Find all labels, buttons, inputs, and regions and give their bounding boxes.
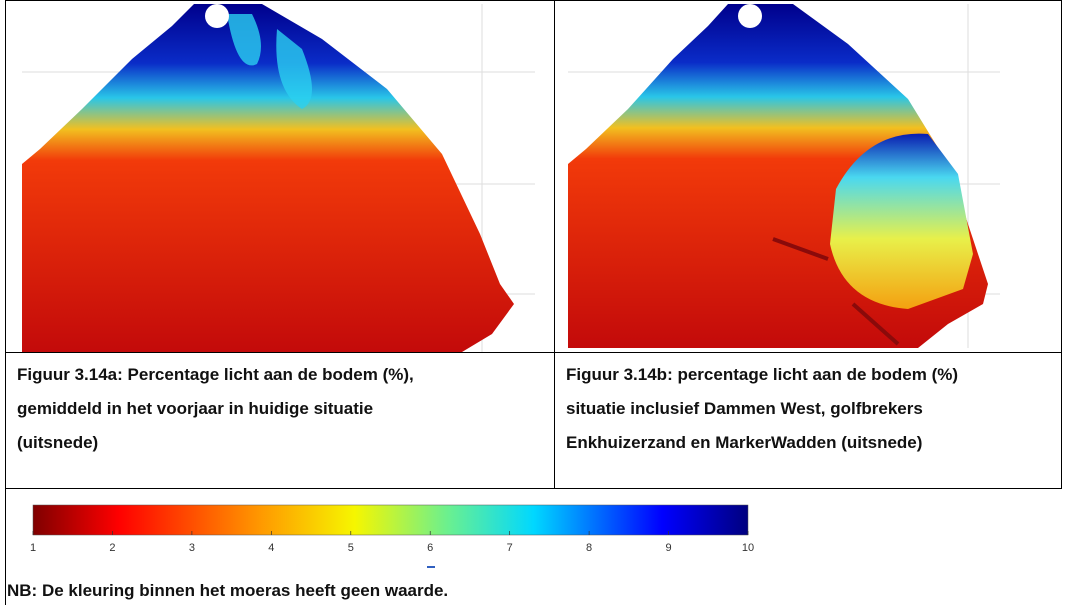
colorbar-tick-label: 7: [507, 542, 513, 554]
border: [554, 0, 555, 488]
caption-left: Figuur 3.14a: Percentage licht aan de bo…: [17, 358, 427, 460]
colorbar-tick-label: 2: [109, 542, 115, 554]
colorbar-tick-label: 6: [427, 542, 433, 554]
caption-right: Figuur 3.14b: percentage licht aan de bo…: [566, 358, 986, 460]
colorbar-tick-label: 8: [586, 542, 592, 554]
colorbar-tick-label: 5: [348, 542, 354, 554]
border: [5, 352, 1062, 353]
marker: [427, 566, 435, 568]
note: NB: De kleuring binnen het moeras heeft …: [7, 574, 1007, 605]
map-left: [22, 4, 535, 352]
map-right: [568, 4, 1000, 348]
colorbar: 1 2 3 4 5 6 7 8 9 10: [0, 495, 800, 565]
border: [1061, 0, 1062, 488]
border: [5, 0, 6, 488]
colorbar-tick-label: 3: [189, 542, 195, 554]
colorbar-tick-label: 4: [268, 542, 274, 554]
border: [5, 0, 1062, 1]
border: [5, 488, 1062, 489]
colorbar-tick-label: 10: [742, 542, 754, 554]
colorbar-tick-label: 9: [665, 542, 671, 554]
colorbar-tick-label: 1: [30, 542, 36, 554]
colorbar-gradient: [33, 505, 748, 535]
page: Figuur 3.14a: Percentage licht aan de bo…: [0, 0, 1067, 605]
